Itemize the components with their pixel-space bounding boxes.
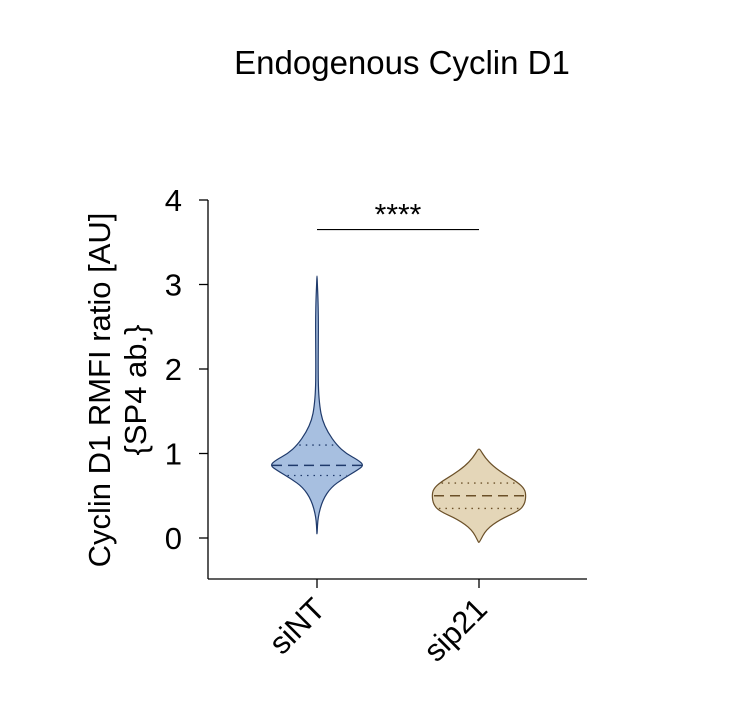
y-tick-label: 4	[165, 183, 182, 218]
plot-area: 0 1 2 3 4 siNT sip21 ****	[165, 183, 587, 668]
y-tick-label: 0	[165, 521, 182, 556]
violin-sip21	[431, 448, 527, 543]
x-tick-label: siNT	[262, 591, 332, 661]
x-tick-label: sip21	[417, 591, 494, 668]
violin-body	[270, 275, 364, 535]
y-tick-label: 3	[165, 268, 182, 303]
chart-title: Endogenous Cyclin D1	[234, 44, 570, 81]
y-tick-label: 1	[165, 437, 182, 472]
y-axis-label: Cyclin D1 RMFI ratio [AU] {SP4 ab.}	[82, 213, 153, 568]
y-axis-label-line2: {SP4 ab.}	[118, 324, 153, 455]
y-tick-label: 2	[165, 352, 182, 387]
y-axis-label-line1: Cyclin D1 RMFI ratio [AU]	[82, 213, 117, 568]
violin-siNT	[270, 275, 364, 535]
violin-body	[431, 448, 527, 543]
significance-stars: ****	[375, 199, 422, 232]
